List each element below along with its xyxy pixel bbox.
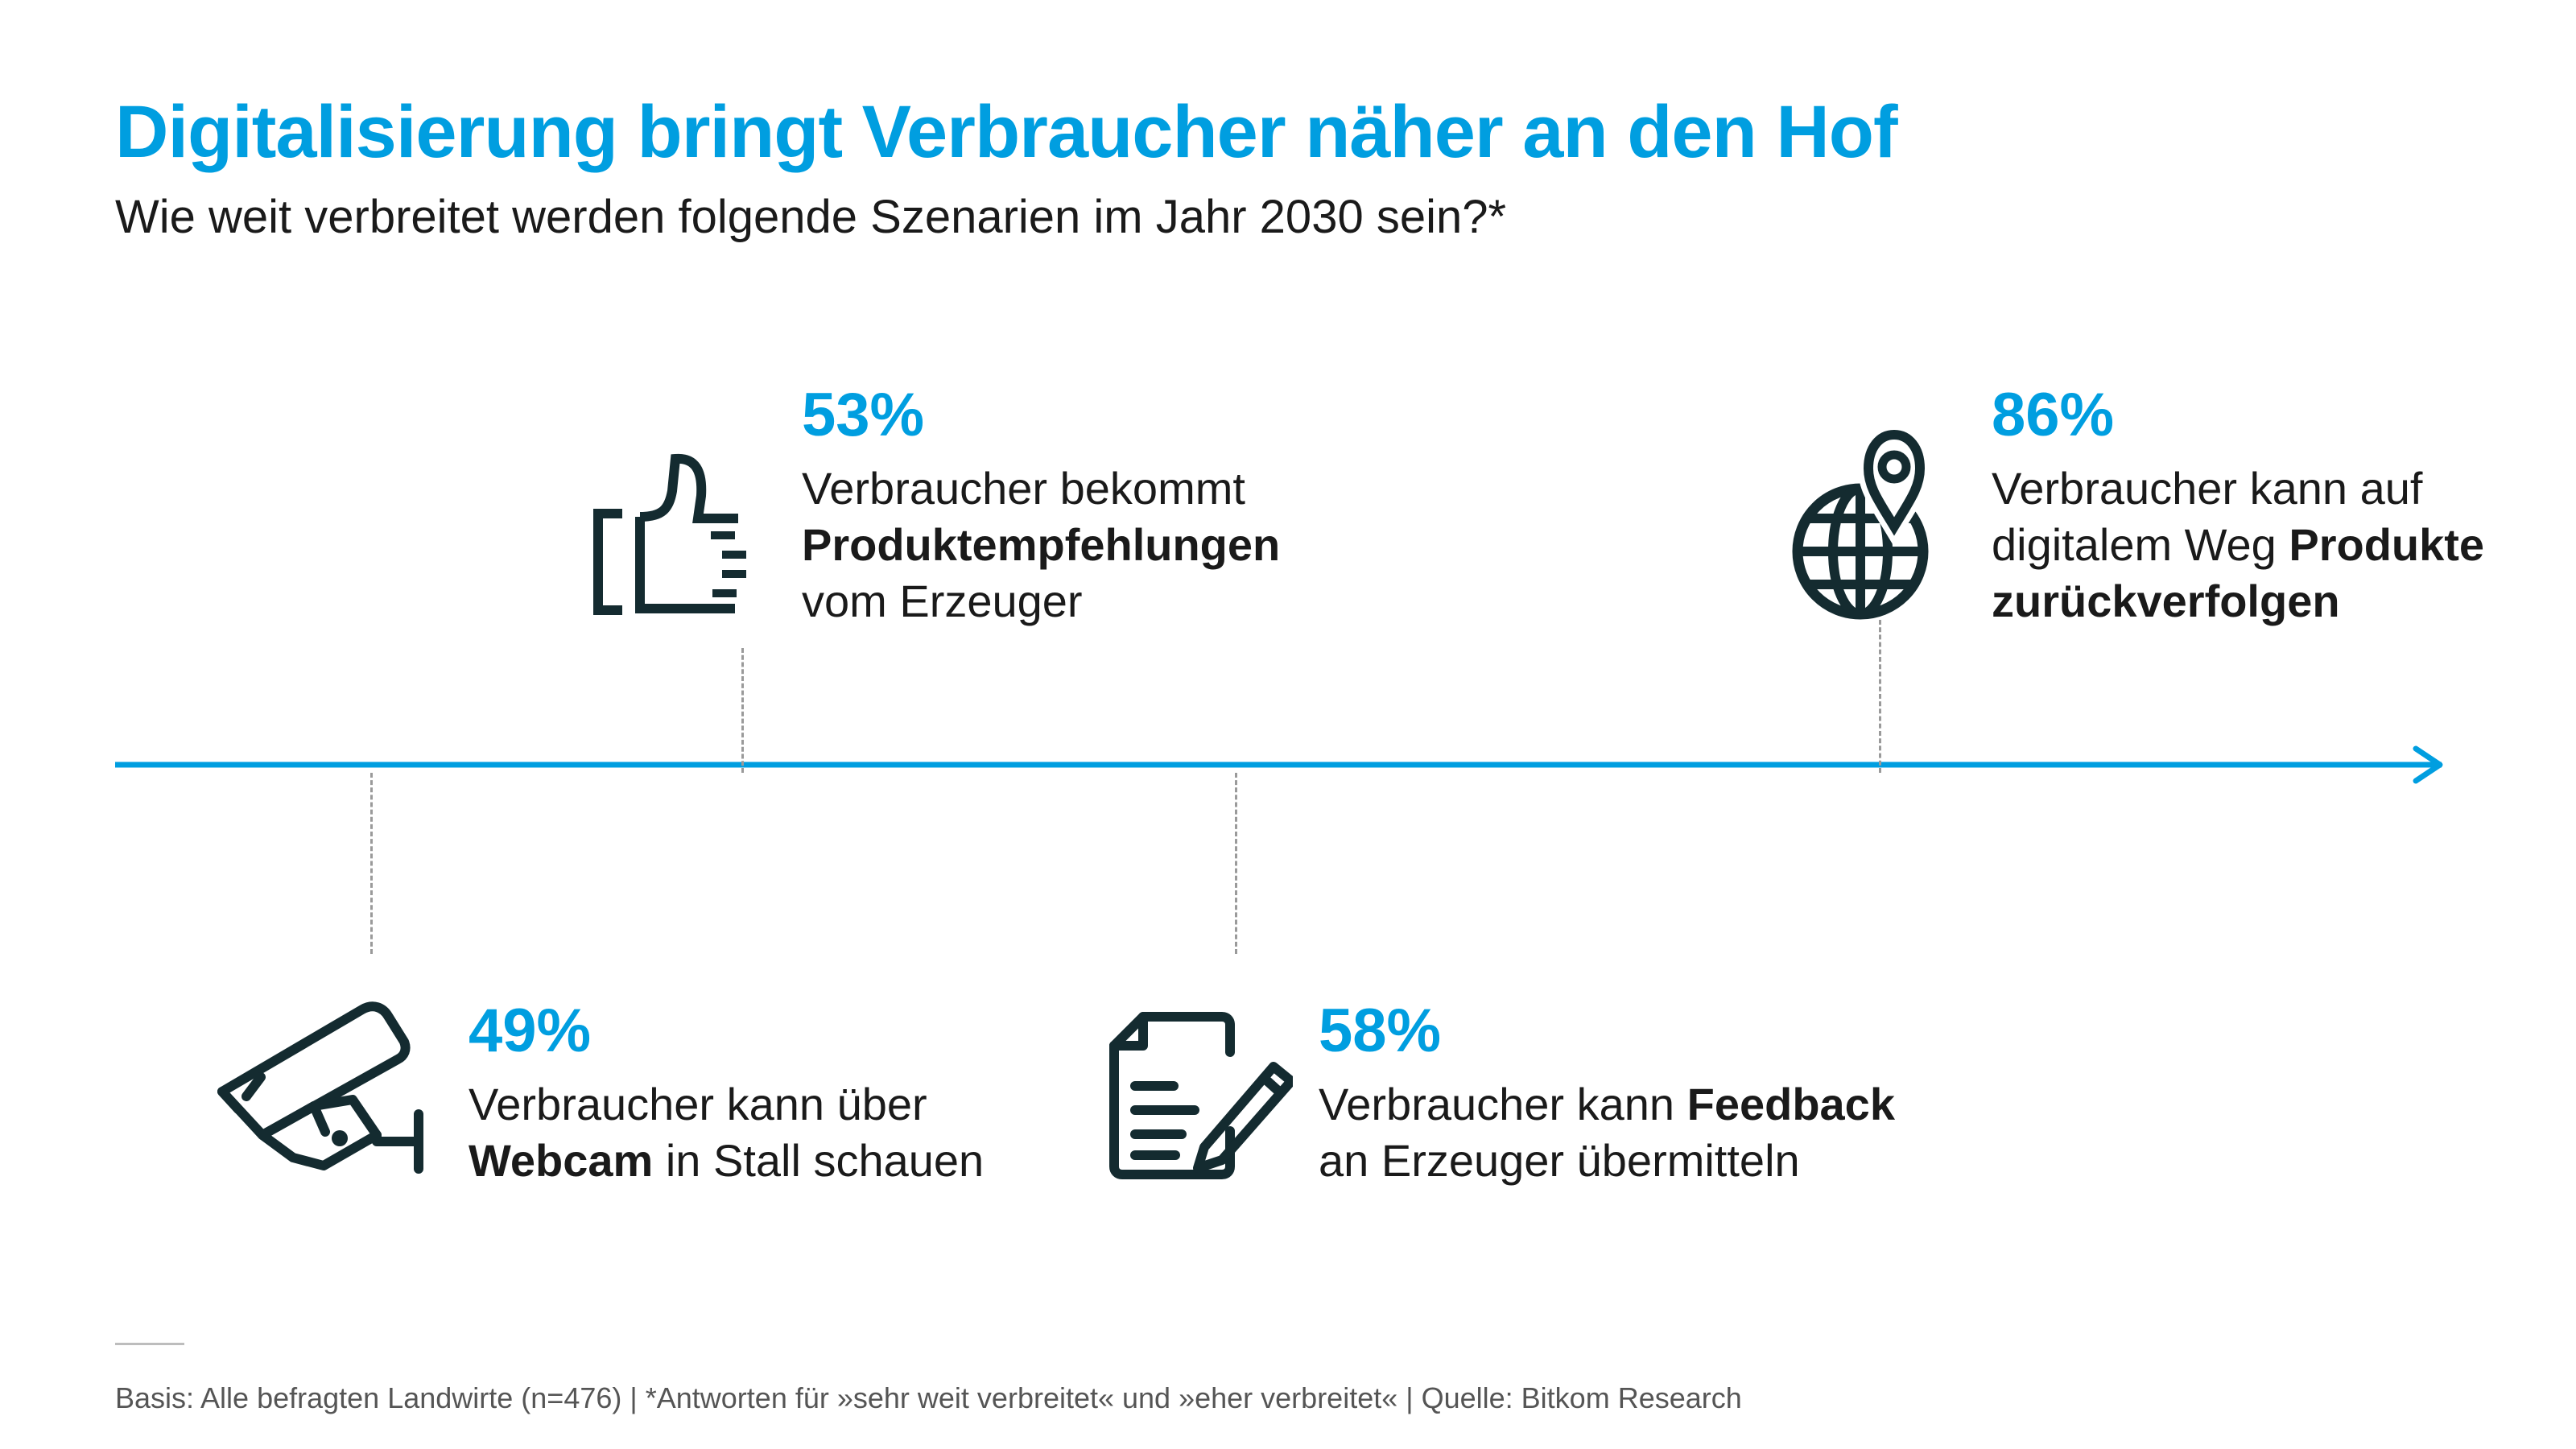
percent-value: 53% xyxy=(802,381,925,449)
scenario-description: Verbraucher kann über Webcam in Stall sch… xyxy=(469,1076,984,1189)
bold-text: Produkte xyxy=(2289,519,2485,570)
bold-text: Webcam xyxy=(469,1135,654,1186)
description-line: an Erzeuger übermitteln xyxy=(1319,1133,1895,1189)
thumbs-up-icon xyxy=(592,451,761,620)
description-line: zurückverfolgen xyxy=(1992,573,2484,630)
description-line: Verbraucher kann über xyxy=(469,1076,984,1133)
description-line: Verbraucher kann Feedback xyxy=(1319,1076,1895,1133)
security-camera-icon xyxy=(211,997,428,1178)
page-title: Digitalisierung bringt Verbraucher näher… xyxy=(115,91,1898,173)
text: an Erzeuger übermitteln xyxy=(1319,1135,1800,1186)
scenario-item: 86% Verbraucher kann auf digitalem Weg Pr… xyxy=(1992,385,2484,630)
description-line: Verbraucher kann auf xyxy=(1992,460,2484,517)
scenario-item: 49% Verbraucher kann über Webcam in Stall… xyxy=(469,1001,984,1189)
document-pen-icon xyxy=(1108,1010,1296,1183)
percent-value: 58% xyxy=(1319,997,1442,1065)
footnote: Basis: Alle befragten Landwirte (n=476) … xyxy=(115,1381,1742,1414)
text: Verbraucher kann xyxy=(1319,1079,1687,1129)
page-subtitle: Wie weit verbreitet werden folgende Szen… xyxy=(115,191,1507,243)
scenario-description: Verbraucher kann Feedback an Erzeuger übe… xyxy=(1319,1076,1895,1189)
globe-location-icon xyxy=(1791,419,1944,632)
text: Verbraucher kann auf xyxy=(1992,463,2423,514)
connector-line xyxy=(1235,773,1237,954)
percent-value: 86% xyxy=(1992,381,2115,449)
bold-text: Feedback xyxy=(1686,1079,1895,1129)
connector-line xyxy=(741,648,744,773)
connector-line xyxy=(370,773,373,954)
footnote-rule xyxy=(115,1343,184,1345)
scenario-description: Verbraucher kann auf digitalem Weg Produk… xyxy=(1992,460,2484,630)
scenario-item: 58% Verbraucher kann Feedback an Erzeuger… xyxy=(1319,1001,1895,1189)
scenario-description: Verbraucher bekommt Produktempfehlungen vo… xyxy=(802,460,1280,630)
bold-text: zurückverfolgen xyxy=(1992,576,2340,626)
description-line: vom Erzeuger xyxy=(802,573,1280,630)
text: vom Erzeuger xyxy=(802,576,1083,626)
text: Verbraucher kann über xyxy=(469,1079,927,1129)
scenario-item: 53% Verbraucher bekommt Produktempfehlung… xyxy=(802,385,1280,630)
percent-value: 49% xyxy=(469,997,592,1065)
description-line: Produktempfehlungen xyxy=(802,517,1280,573)
description-line: Verbraucher bekommt xyxy=(802,460,1280,517)
timeline-arrow xyxy=(115,745,2450,784)
connector-line xyxy=(1879,620,1881,773)
description-line: digitalem Weg Produkte xyxy=(1992,517,2484,573)
text: digitalem Weg xyxy=(1992,519,2289,570)
bold-text: Produktempfehlungen xyxy=(802,519,1281,570)
text: Verbraucher bekommt xyxy=(802,463,1245,514)
text: in Stall schauen xyxy=(653,1135,985,1186)
description-line: Webcam in Stall schauen xyxy=(469,1133,984,1189)
